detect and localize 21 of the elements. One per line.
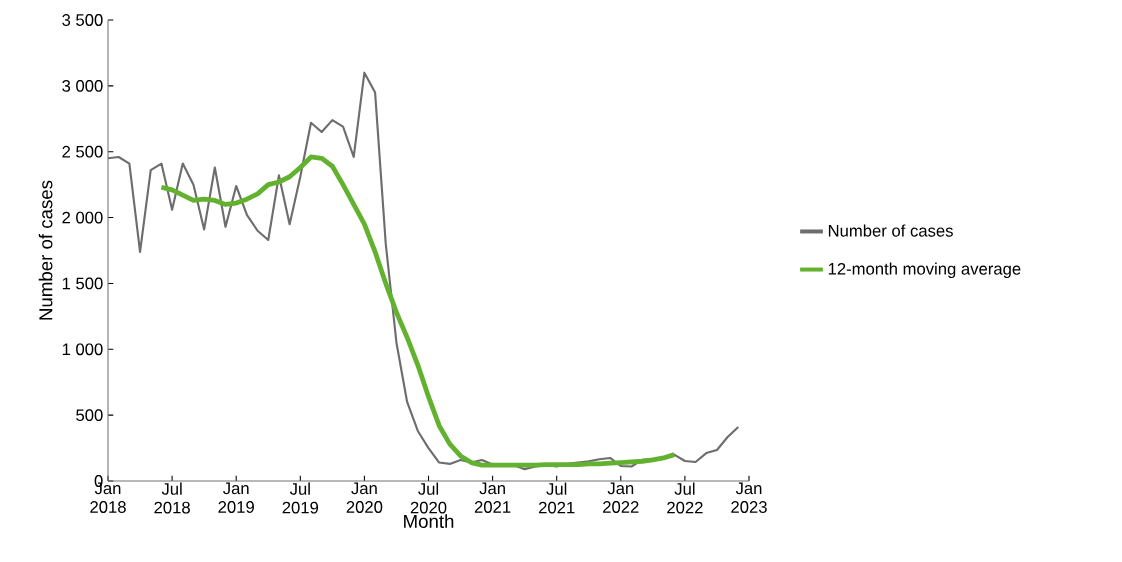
x-tick-label: Jan 2019 [218, 482, 254, 513]
x-tick-label: Jan 2022 [603, 482, 639, 513]
x-tick-label: Jul 2020 [410, 482, 447, 514]
y-axis-title: Number of cases [38, 180, 53, 320]
x-tick-label: Jul 2021 [539, 482, 575, 514]
y-tick-label: 3 500 [62, 14, 103, 26]
legend-label: 12-month moving average [828, 262, 1021, 279]
y-tick-label: 500 [76, 409, 103, 422]
x-tick-label: Jan 2021 [474, 482, 511, 513]
y-tick-label: 1 500 [62, 277, 103, 290]
legend-label: Number of cases [828, 224, 953, 237]
y-tick-label: 1 000 [62, 343, 103, 356]
y-tick-label: 2 000 [62, 211, 103, 224]
x-axis-title: Month [404, 514, 454, 528]
x-tick-label: Jan 2023 [731, 482, 767, 513]
x-tick-label: Jul 2019 [282, 482, 319, 514]
x-tick-label: Jan 2020 [346, 482, 383, 513]
x-tick-label: Jul 2018 [154, 482, 190, 514]
x-tick-label: Jul 2022 [667, 482, 703, 514]
y-tick-label: 2 500 [62, 145, 103, 158]
y-tick-label: 3 000 [62, 79, 103, 92]
